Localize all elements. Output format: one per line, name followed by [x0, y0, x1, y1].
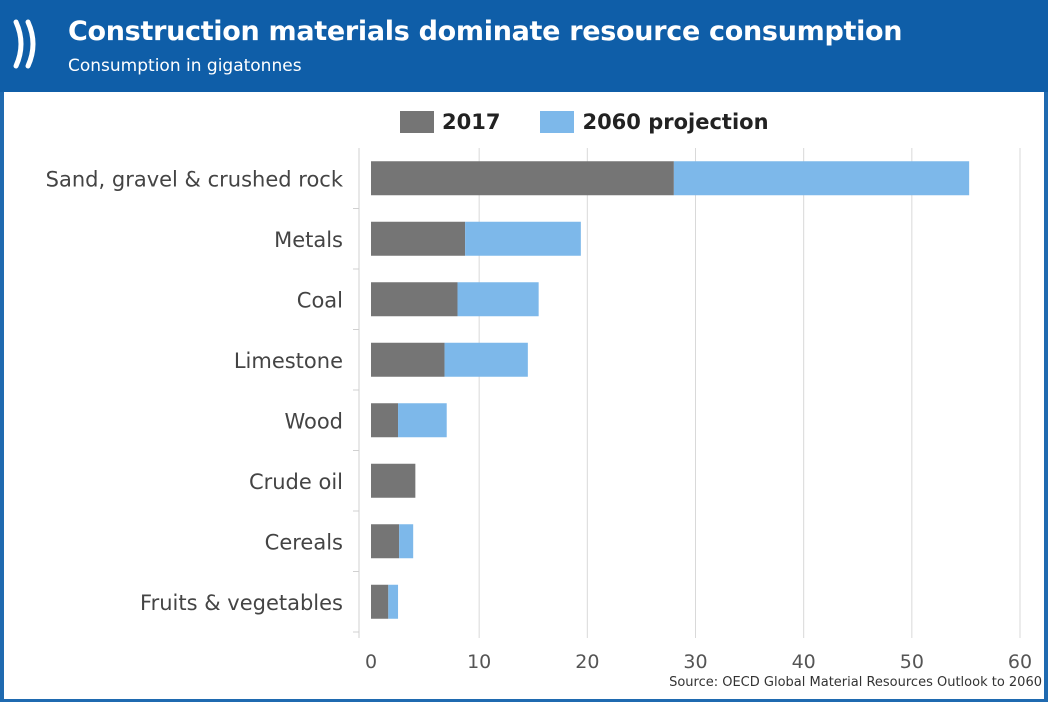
legend-swatch-2017 [400, 111, 434, 133]
bar-2060-3 [444, 342, 528, 377]
bar-2060-1 [465, 221, 581, 256]
category-label: Crude oil [249, 470, 343, 494]
bar-2017-4 [371, 403, 399, 438]
x-tick-label: 30 [683, 651, 707, 673]
chart-header: Construction materials dominate resource… [0, 0, 1048, 92]
category-label: Limestone [234, 349, 343, 373]
x-tick-label: 20 [575, 651, 599, 673]
category-label: Wood [284, 409, 343, 433]
bar-2017-1 [371, 221, 466, 256]
category-label: Fruits & vegetables [140, 591, 343, 615]
legend-item-2060: 2060 projection [540, 110, 769, 134]
bar-2017-7 [371, 584, 389, 619]
legend-label-2017: 2017 [442, 110, 501, 134]
bar-2017-3 [371, 342, 445, 377]
x-tick-label: 10 [467, 651, 491, 673]
legend-label-2060: 2060 projection [582, 110, 769, 134]
chart-title: Construction materials dominate resource… [68, 16, 903, 47]
bar-2017-2 [371, 282, 458, 317]
category-label: Cereals [265, 530, 343, 554]
bar-2017-0 [371, 161, 674, 196]
category-label: Coal [297, 288, 343, 312]
category-label: Metals [274, 228, 343, 252]
chart-legend: 2017 2060 projection [400, 107, 809, 137]
bar-2017-5 [371, 463, 416, 498]
bar-2060-7 [388, 584, 399, 619]
bar-2060-6 [399, 524, 414, 559]
oecd-logo-icon [13, 19, 36, 69]
legend-swatch-2060 [540, 111, 575, 133]
x-tick-label: 50 [900, 651, 924, 673]
x-tick-label: 0 [365, 651, 377, 673]
bar-2060-4 [398, 403, 447, 438]
chart-subtitle: Consumption in gigatonnes [68, 56, 302, 76]
bar-2017-6 [371, 524, 400, 559]
x-tick-label: 40 [792, 651, 816, 673]
category-label: Sand, gravel & crushed rock [46, 167, 344, 191]
legend-item-2017: 2017 [400, 110, 500, 134]
bar-2060-0 [673, 161, 970, 196]
source-note: Source: OECD Global Material Resources O… [669, 675, 1042, 690]
bar-2060-2 [457, 282, 539, 317]
x-tick-label: 60 [1008, 651, 1032, 673]
